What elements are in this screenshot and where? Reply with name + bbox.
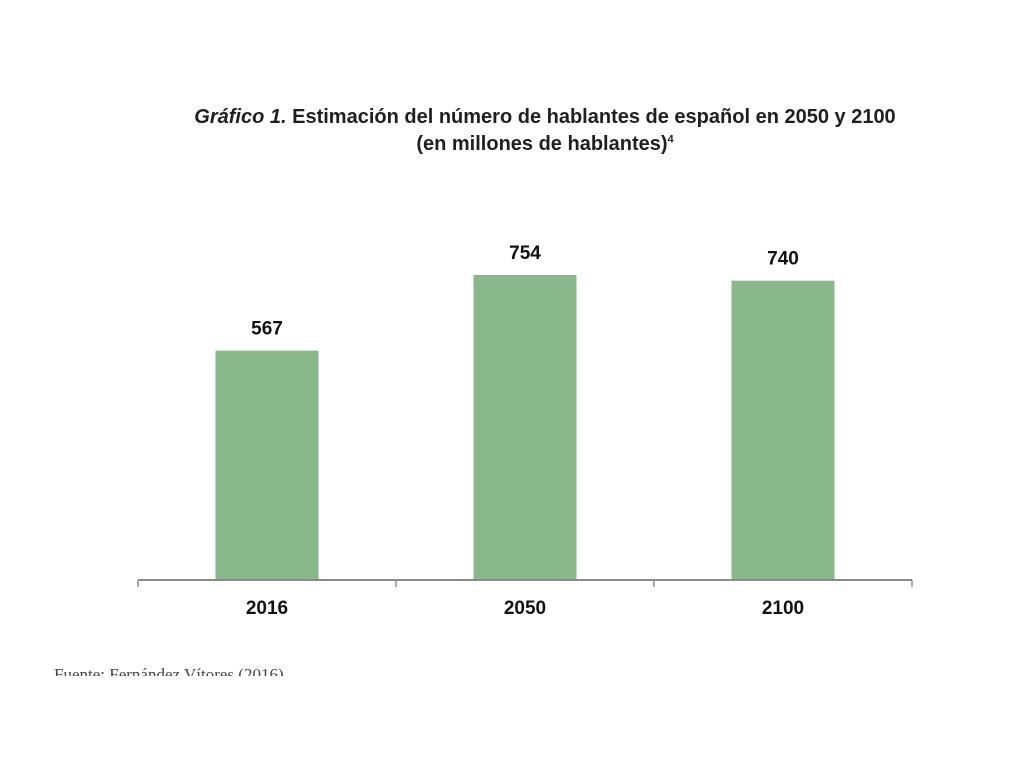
- x-tick-label-2100: 2100: [762, 598, 804, 619]
- x-tick-label-2016: 2016: [246, 598, 288, 619]
- data-label-2100: 740: [767, 249, 799, 270]
- chart-title: Gráfico 1. Estimación del número de habl…: [130, 104, 960, 131]
- bar-2016: [215, 350, 319, 580]
- source-note: Fuente: Fernández Vítores (2016): [54, 665, 284, 676]
- footnote-marker: 4: [667, 133, 674, 146]
- chart-subtitle: (en millones de hablantes)4: [130, 131, 960, 158]
- bar-2100: [731, 280, 835, 580]
- x-tick-label-2050: 2050: [504, 598, 546, 619]
- chart-title-block: Gráfico 1. Estimación del número de habl…: [130, 104, 960, 158]
- bar-2050: [473, 275, 577, 580]
- data-label-2050: 754: [509, 243, 541, 264]
- chart-title-lead: Gráfico 1.: [194, 106, 287, 128]
- data-label-2016: 567: [251, 319, 283, 340]
- chart-title-main: Estimación del número de hablantes de es…: [286, 106, 896, 128]
- chart-subtitle-text: (en millones de hablantes): [416, 133, 668, 155]
